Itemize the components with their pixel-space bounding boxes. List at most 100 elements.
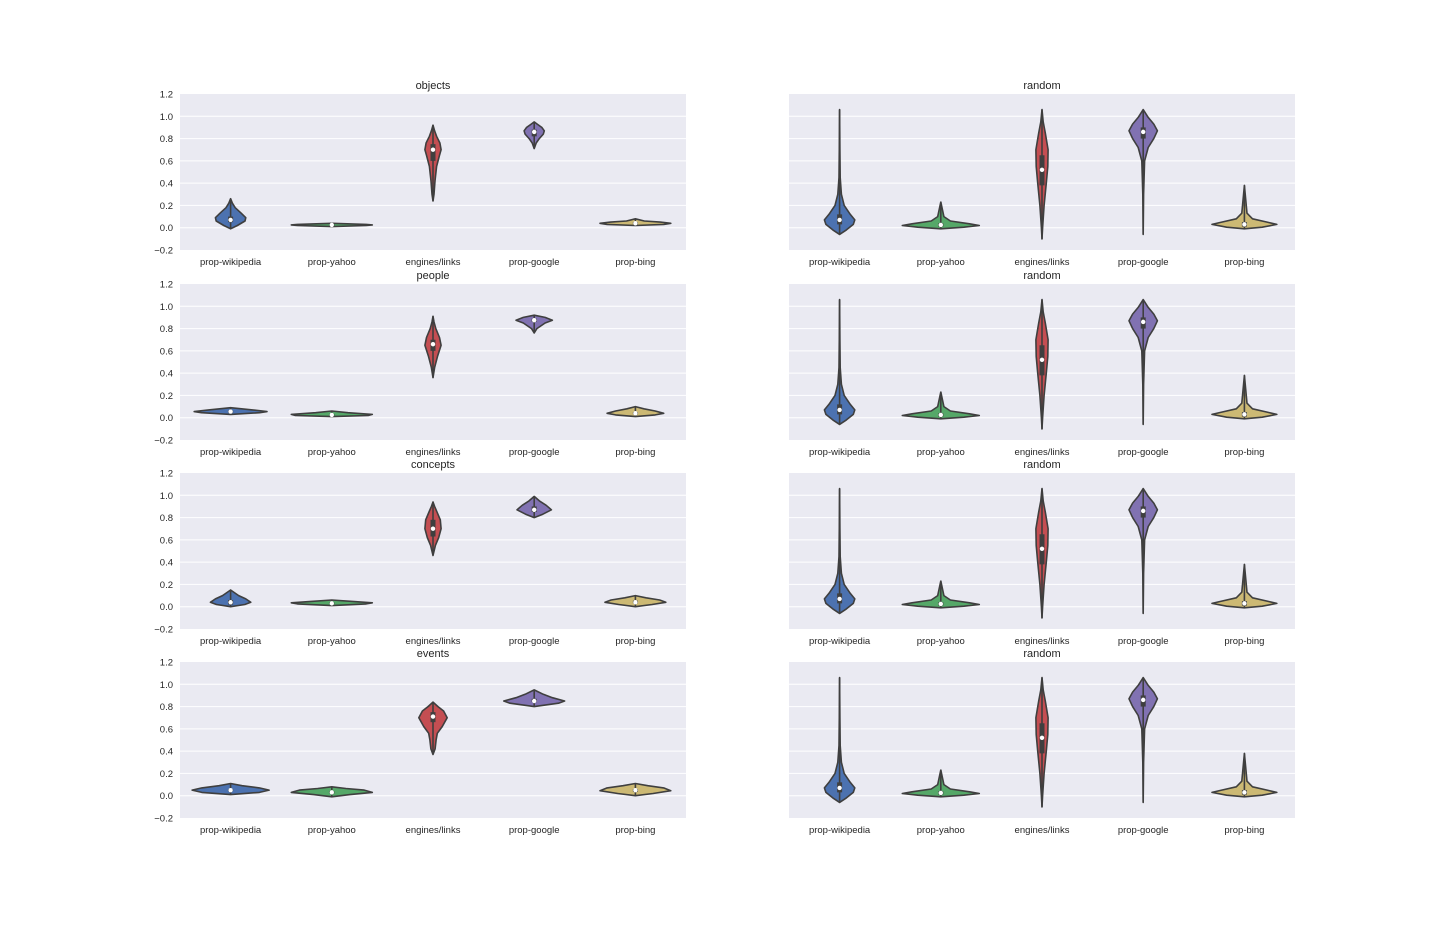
violin-median-marker (329, 222, 334, 228)
subplot-title: random (1023, 459, 1060, 471)
violin-median-marker (430, 714, 436, 719)
x-tick-label: prop-wikipedia (809, 825, 871, 836)
y-tick-label: 0.6 (160, 724, 173, 735)
x-tick-label: prop-bing (1224, 825, 1264, 836)
subplot-title: random (1023, 648, 1060, 660)
x-tick-label: prop-wikipedia (200, 825, 262, 836)
x-tick-label: prop-yahoo (917, 447, 965, 458)
violin-median-marker (837, 407, 842, 413)
y-tick-label: −0.2 (154, 436, 173, 447)
violin-median-marker (1242, 222, 1247, 227)
y-tick-label: 0.4 (160, 558, 173, 569)
y-tick-label: 1.2 (160, 90, 173, 101)
violin-median-marker (1242, 790, 1247, 795)
x-tick-label: prop-yahoo (308, 257, 356, 268)
violin-median-marker (837, 217, 842, 223)
y-tick-label: 0.4 (160, 179, 173, 190)
x-tick-label: prop-wikipedia (200, 257, 262, 268)
x-tick-label: prop-bing (615, 257, 655, 268)
violin-median-marker (1039, 735, 1045, 740)
x-tick-label: prop-wikipedia (809, 636, 871, 647)
violin-median-marker (228, 600, 233, 605)
violin-median-marker (1039, 167, 1045, 172)
subplot-people-left: −0.2 0.0 0.2 0.4 0.6 0.8 1.0 1.2 people prop-wiki… (154, 270, 686, 458)
x-tick-label: prop-yahoo (917, 636, 965, 647)
y-tick-label: 0.0 (160, 602, 173, 613)
violin-iqr-box (430, 144, 436, 161)
violin-median-marker (228, 787, 233, 793)
y-tick-label: 0.0 (160, 413, 173, 424)
x-tick-label: prop-yahoo (917, 825, 965, 836)
subplot-random-right: random prop-wikipedia prop-yahoo engines/li… (789, 648, 1295, 836)
y-tick-label: 0.0 (160, 791, 173, 802)
y-tick-label: 0.2 (160, 391, 173, 402)
x-tick-label: prop-yahoo (308, 636, 356, 647)
y-tick-label: 0.6 (160, 535, 173, 546)
y-tick-label: 0.2 (160, 201, 173, 212)
y-tick-label: 0.8 (160, 513, 173, 524)
y-tick-label: 0.4 (160, 369, 173, 380)
violin-median-marker (633, 787, 638, 793)
x-tick-label: prop-bing (1224, 447, 1264, 458)
subplot-random-right: random prop-wikipedia prop-yahoo engines/li… (789, 459, 1295, 647)
subplot-title: people (416, 270, 449, 282)
violin-median-marker (938, 790, 943, 796)
x-tick-label: prop-google (1118, 825, 1169, 836)
violin-median-marker (228, 217, 233, 223)
y-tick-label: 1.0 (160, 680, 173, 691)
x-tick-label: prop-google (509, 257, 560, 268)
violin-median-marker (329, 790, 334, 795)
violin-median-marker (329, 412, 334, 418)
violin-median-marker (1242, 412, 1247, 417)
x-tick-label: engines/links (1015, 825, 1070, 836)
x-tick-label: prop-bing (615, 825, 655, 836)
x-tick-label: prop-google (1118, 447, 1169, 458)
x-tick-label: prop-yahoo (308, 825, 356, 836)
x-tick-label: engines/links (406, 447, 461, 458)
violin-median-marker (938, 222, 943, 228)
x-tick-label: prop-wikipedia (809, 447, 871, 458)
subplot-title: objects (416, 80, 451, 92)
y-tick-label: 0.8 (160, 134, 173, 145)
x-tick-label: prop-wikipedia (809, 257, 871, 268)
x-tick-label: prop-bing (1224, 257, 1264, 268)
subplot-random-right: random prop-wikipedia prop-yahoo engines/li… (789, 80, 1295, 268)
y-tick-label: −0.2 (154, 814, 173, 825)
y-tick-label: 0.6 (160, 346, 173, 357)
x-tick-label: prop-wikipedia (200, 636, 262, 647)
x-tick-label: engines/links (406, 636, 461, 647)
violin-median-marker (1141, 508, 1146, 514)
x-tick-label: prop-bing (615, 447, 655, 458)
subplot-title: events (417, 648, 450, 660)
x-tick-label: prop-yahoo (308, 447, 356, 458)
x-tick-label: prop-google (1118, 636, 1169, 647)
subplot-title: random (1023, 80, 1060, 92)
subplot-objects-left: −0.2 0.0 0.2 0.4 0.6 0.8 1.0 1.2 objects prop-wik… (154, 80, 686, 268)
x-tick-label: prop-bing (615, 636, 655, 647)
subplot-title: random (1023, 270, 1060, 282)
y-tick-label: 0.2 (160, 580, 173, 591)
violin-median-marker (633, 411, 638, 416)
y-tick-label: 0.4 (160, 747, 173, 758)
subplot-events-left: −0.2 0.0 0.2 0.4 0.6 0.8 1.0 1.2 events prop-wiki… (154, 648, 686, 836)
violin-median-marker (938, 412, 943, 418)
violin-median-marker (1141, 319, 1146, 325)
y-tick-label: 1.0 (160, 302, 173, 313)
y-tick-label: 1.2 (160, 280, 173, 291)
y-tick-label: −0.2 (154, 246, 173, 257)
violin-median-marker (532, 507, 537, 512)
violin-median-marker (430, 341, 436, 347)
subplot-title: concepts (411, 459, 456, 471)
violin-median-marker (1242, 601, 1247, 606)
x-tick-label: prop-google (509, 825, 560, 836)
violin-median-marker (1141, 697, 1146, 703)
x-tick-label: prop-bing (1224, 636, 1264, 647)
x-tick-label: prop-google (509, 636, 560, 647)
violin-median-marker (1141, 129, 1146, 135)
violin-median-marker (633, 221, 638, 226)
violin-median-marker (430, 526, 436, 531)
subplot-concepts-left: −0.2 0.0 0.2 0.4 0.6 0.8 1.0 1.2 concepts prop-wi… (154, 459, 686, 647)
y-tick-label: 1.0 (160, 112, 173, 123)
y-tick-label: 0.8 (160, 702, 173, 713)
